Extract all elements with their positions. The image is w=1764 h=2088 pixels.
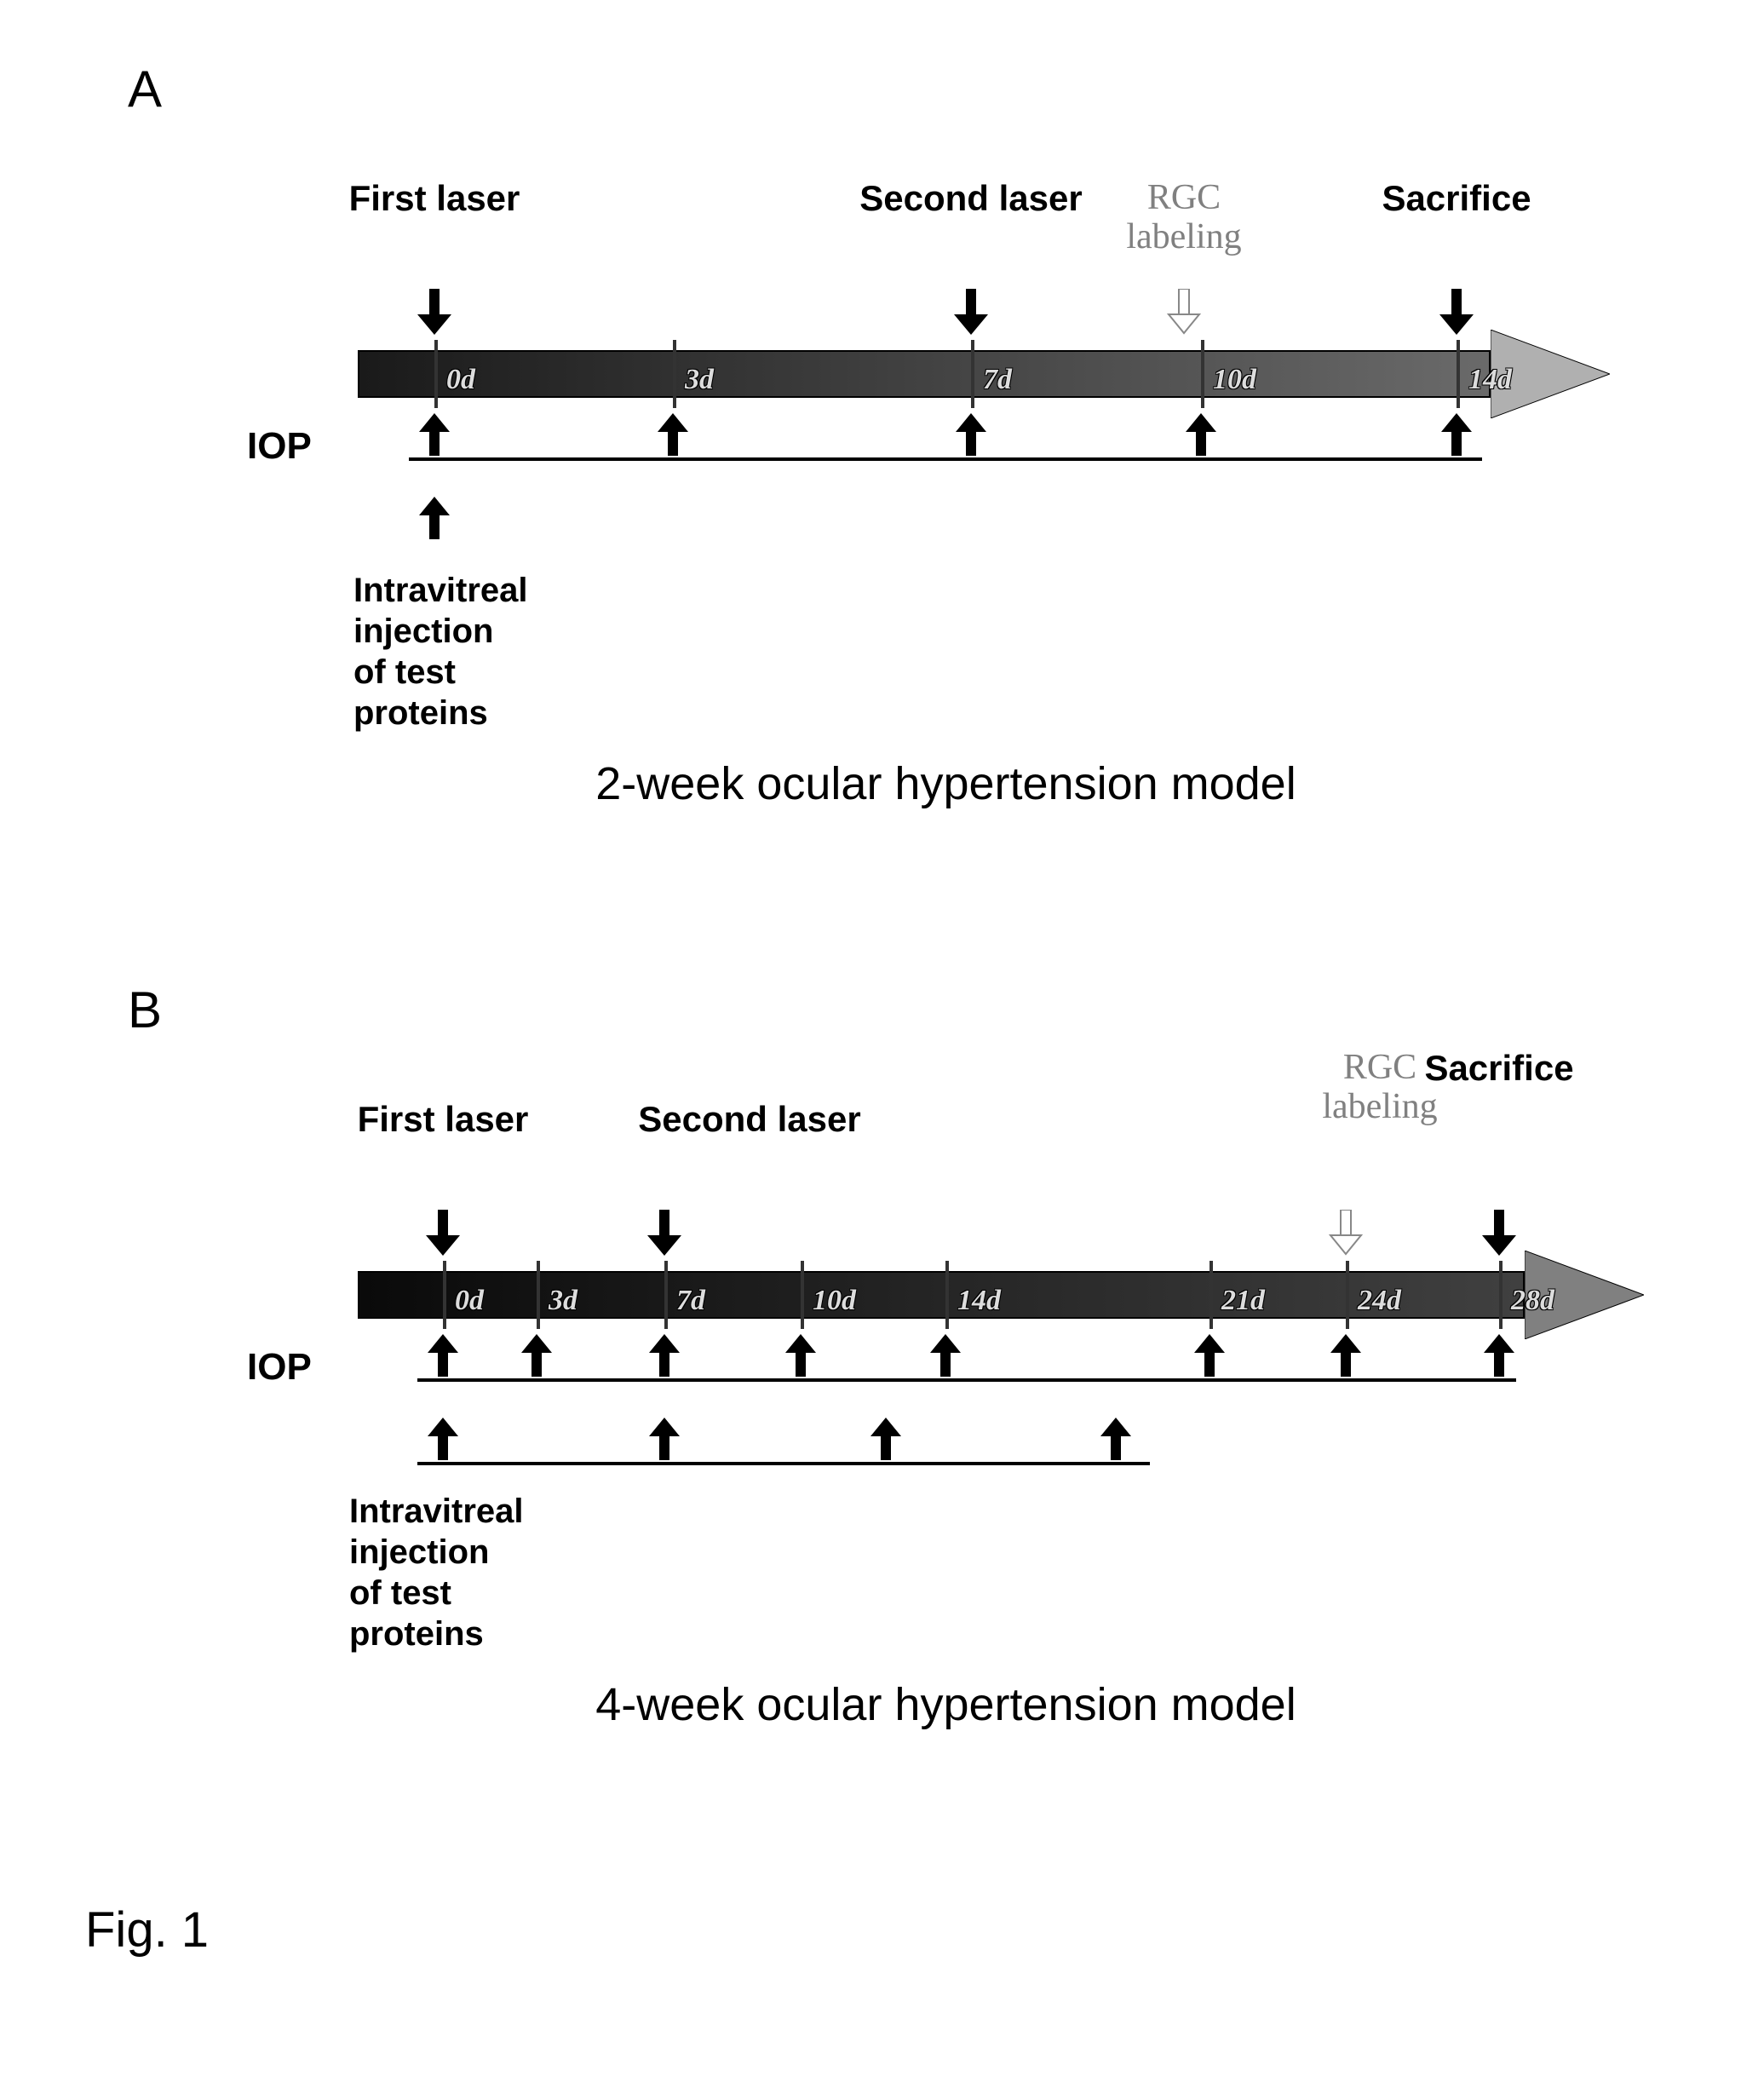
up-arrow-icon	[1484, 1334, 1514, 1381]
down-arrow-icon	[417, 289, 451, 335]
panel-a-caption: 2-week ocular hypertension model	[213, 757, 1679, 810]
timeline-tick	[801, 1261, 804, 1329]
timeline-tick-label: 7d	[676, 1285, 705, 1317]
up-arrow-icon	[649, 1418, 680, 1464]
timeline-bar	[358, 1271, 1525, 1319]
up-arrow-icon	[419, 497, 450, 544]
timeline-tick-label: 10d	[813, 1285, 856, 1317]
timeline-tick	[664, 1261, 668, 1329]
event-label: Second laser	[638, 1099, 860, 1140]
up-arrow-icon	[1186, 413, 1216, 460]
timeline-tick-label: 7d	[983, 364, 1012, 396]
down-arrow-icon	[1482, 1210, 1516, 1256]
event-label: RGClabeling	[1322, 1048, 1437, 1126]
figure-label: Fig. 1	[85, 1901, 1679, 1959]
up-arrow-icon	[956, 413, 986, 460]
injection-label: Intravitrealinjectionof testproteins	[349, 1491, 524, 1654]
timeline-bar	[358, 350, 1491, 398]
timeline-tick-label: 14d	[1468, 364, 1512, 396]
timeline-tick-label: 3d	[685, 364, 714, 396]
injection-line	[417, 1462, 1150, 1465]
timeline-tick	[1201, 340, 1204, 408]
timeline-tick	[945, 1261, 949, 1329]
up-arrow-icon	[1100, 1418, 1131, 1464]
timeline-tick	[434, 340, 438, 408]
event-label: Second laser	[859, 178, 1082, 219]
panel-a-letter: A	[128, 60, 1679, 118]
timeline-tick-label: 10d	[1213, 364, 1256, 396]
timeline-tick	[537, 1261, 540, 1329]
up-arrow-icon	[658, 413, 688, 460]
timeline-tick	[673, 340, 676, 408]
panel-b-letter: B	[128, 981, 1679, 1039]
up-arrow-icon	[871, 1418, 901, 1464]
iop-label: IOP	[247, 1346, 312, 1389]
panel-a: First laser Second laser RGClabeling Sacrif…	[85, 178, 1679, 810]
timeline-tick-label: 0d	[455, 1285, 484, 1317]
up-arrow-icon	[428, 1334, 458, 1381]
up-arrow-icon	[930, 1334, 961, 1381]
timeline-tick-label: 14d	[957, 1285, 1001, 1317]
up-arrow-icon	[521, 1334, 552, 1381]
timeline-tick	[971, 340, 974, 408]
down-arrow-icon	[426, 1210, 460, 1256]
timeline-tick	[1210, 1261, 1213, 1329]
timeline-tick-label: 24d	[1358, 1285, 1401, 1317]
timeline-tick	[1457, 340, 1460, 408]
down-arrow-icon	[954, 289, 988, 335]
timeline-tick-label: 28d	[1511, 1285, 1554, 1317]
iop-line	[417, 1378, 1516, 1382]
iop-label: IOP	[247, 425, 312, 468]
event-label: RGClabeling	[1126, 178, 1241, 256]
up-arrow-icon	[1330, 1334, 1361, 1381]
event-label: First laser	[358, 1099, 529, 1140]
up-arrow-icon	[1194, 1334, 1225, 1381]
injection-label: Intravitrealinjectionof testproteins	[353, 570, 528, 733]
panel-b-caption: 4-week ocular hypertension model	[213, 1678, 1679, 1731]
timeline-tick-label: 21d	[1221, 1285, 1265, 1317]
timeline-tick	[443, 1261, 446, 1329]
up-arrow-icon	[419, 413, 450, 460]
iop-line	[409, 457, 1482, 461]
down-arrow-icon	[1439, 289, 1474, 335]
hollow-down-arrow-icon	[1329, 1210, 1363, 1256]
up-arrow-icon	[649, 1334, 680, 1381]
timeline-tick	[1499, 1261, 1503, 1329]
event-label: First laser	[349, 178, 520, 219]
up-arrow-icon	[1441, 413, 1472, 460]
up-arrow-icon	[428, 1418, 458, 1464]
down-arrow-icon	[647, 1210, 681, 1256]
up-arrow-icon	[785, 1334, 816, 1381]
event-label: Sacrifice	[1382, 178, 1531, 219]
timeline-tick	[1346, 1261, 1349, 1329]
timeline-tick-label: 3d	[549, 1285, 577, 1317]
panel-b: First laserSecond laserRGClabelingSacrif…	[85, 1099, 1679, 1731]
timeline-tick-label: 0d	[446, 364, 475, 396]
event-label: Sacrifice	[1424, 1048, 1573, 1089]
hollow-down-arrow-icon	[1167, 289, 1201, 335]
